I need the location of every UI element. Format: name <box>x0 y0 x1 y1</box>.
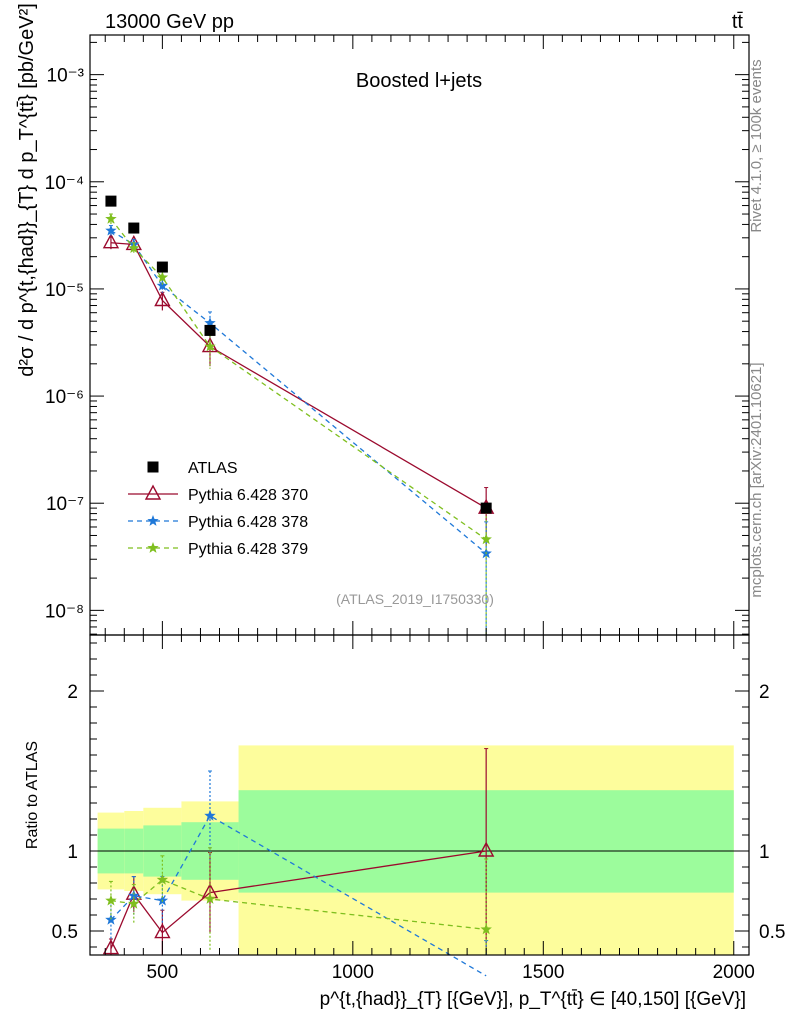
analysis-title: Boosted l+jets <box>356 70 482 92</box>
main-point <box>105 224 117 236</box>
energy-label: 13000 GeV pp <box>105 11 234 33</box>
ratio-point <box>128 889 140 901</box>
main-ytick-label: 10⁻⁸ <box>45 601 84 622</box>
legend-marker-1 <box>144 484 162 500</box>
rivet-version: Rivet 4.1.0, ≥ 100k events <box>748 59 765 232</box>
main-axes: 10⁻³ 10⁻⁴ 10⁻⁵ 10⁻⁶ 10⁻⁷ 10⁻⁸ <box>45 35 749 635</box>
legend-marker-atlas <box>147 461 159 473</box>
ratio-ytick-label-right: 0.5 <box>759 922 785 943</box>
main-marks <box>102 195 495 635</box>
main-point <box>204 317 216 328</box>
atlas-data-point <box>105 195 117 207</box>
legend-marker-3 <box>147 542 159 553</box>
main-ytick-label: 10⁻⁶ <box>45 387 84 408</box>
atlas-data-point <box>128 222 140 234</box>
ratio-ytick-label-right: 2 <box>759 682 770 703</box>
main-ytick-label: 10⁻⁴ <box>45 173 84 194</box>
ratio-frame <box>89 634 750 956</box>
main-series-line-2 <box>110 230 487 554</box>
main-point <box>156 271 169 283</box>
ratio-point <box>204 893 216 904</box>
main-point <box>102 233 120 249</box>
legend: ATLAS Pythia 6.428 370 Pythia 6.428 378 Pyt… <box>128 460 308 558</box>
xtick-label: 500 <box>147 962 179 983</box>
mcplots-credit: mcplots.cern.ch [arXiv:2401.10621] <box>748 362 765 597</box>
legend-label: ATLAS <box>188 460 238 477</box>
ratio-point <box>102 939 120 955</box>
ratio-ytick-label-right: 1 <box>759 842 770 863</box>
ratio-bands <box>97 745 734 955</box>
ratio-point <box>477 841 495 857</box>
ratio-point <box>480 923 492 935</box>
main-point <box>154 291 171 307</box>
legend-marker-2 <box>147 515 159 526</box>
main-ylabel: d²σ / d p^{t,{had}}_{T} d p_T^{tt̄} [pb/… <box>16 3 38 377</box>
ratio-point <box>154 923 171 939</box>
xlabel: p^{t,{had}}_{T} [{GeV}], p_T^{tt̄} ∈ [40… <box>320 989 746 1010</box>
ratio-ylabel: Ratio to ATLAS <box>24 741 41 849</box>
ratio-series-line-2 <box>110 814 487 977</box>
ratio-ytick-label-left: 1 <box>67 842 78 863</box>
process-label: tt̄ <box>732 11 744 33</box>
main-point <box>128 242 140 253</box>
main-ytick-label: 10⁻⁵ <box>45 280 84 301</box>
xtick-label: 1500 <box>522 962 564 983</box>
legend-label: Pythia 6.428 379 <box>188 541 308 558</box>
ratio-point <box>128 897 140 909</box>
analysis-id: (ATLAS_2019_I1750330) <box>336 591 494 607</box>
xtick-label: 2000 <box>713 962 755 983</box>
main-series-line-1 <box>110 242 487 509</box>
legend-label: Pythia 6.428 378 <box>188 514 308 531</box>
main-ytick-label: 10⁻³ <box>47 66 85 87</box>
main-point <box>105 212 117 224</box>
main-point <box>480 533 492 545</box>
ratio-point <box>204 809 216 821</box>
main-series-line-3 <box>110 218 487 540</box>
atlas-data-point <box>204 324 216 336</box>
main-point <box>204 340 216 352</box>
ratio-point <box>156 873 169 885</box>
atlas-data-point <box>480 502 492 514</box>
atlas-data-point <box>156 261 168 273</box>
main-ytick-label: 10⁻⁷ <box>46 494 84 515</box>
xtick-label: 1000 <box>332 962 374 983</box>
legend-label: Pythia 6.428 370 <box>188 487 308 504</box>
main-panel: 10⁻³ 10⁻⁴ 10⁻⁵ 10⁻⁶ 10⁻⁷ 10⁻⁸ <box>45 34 750 636</box>
ratio-marks <box>102 748 495 977</box>
main-point <box>156 279 169 291</box>
ratio-ytick-label-left: 0.5 <box>52 922 78 943</box>
ratio-ytick-label-left: 2 <box>67 682 78 703</box>
ratio-point <box>105 894 117 906</box>
